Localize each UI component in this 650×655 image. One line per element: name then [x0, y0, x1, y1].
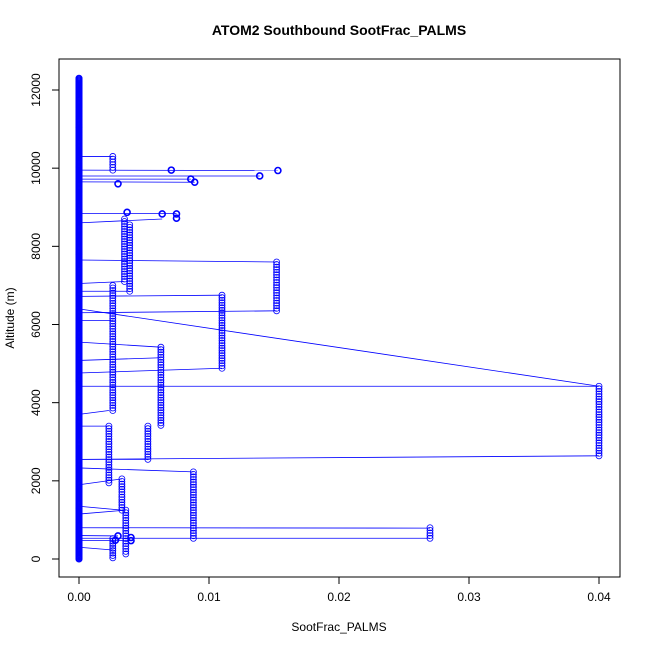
connector-line [79, 311, 277, 313]
y-tick-label: 4000 [29, 389, 43, 416]
y-tick-label: 10000 [29, 151, 43, 185]
connector-line [79, 456, 599, 460]
x-tick-label: 0.02 [327, 590, 351, 604]
y-tick-label: 2000 [29, 467, 43, 494]
isolated-point [174, 215, 180, 221]
chart-title: ATOM2 Southbound SootFrac_PALMS [212, 22, 466, 38]
y-tick-label: 6000 [29, 311, 43, 338]
isolated-point [124, 209, 130, 215]
connector-line [79, 506, 122, 510]
x-tick-label: 0.04 [587, 590, 611, 604]
x-tick-label: 0.01 [197, 590, 221, 604]
x-tick-label: 0.00 [67, 590, 91, 604]
connector-line [79, 282, 125, 284]
connector-line [79, 410, 109, 414]
connector-line [79, 295, 222, 296]
x-axis-label: SootFrac_PALMS [291, 620, 386, 634]
connector-line [79, 219, 162, 223]
connector-line [79, 358, 161, 361]
connector-lines [79, 156, 599, 550]
y-tick-label: 12000 [29, 73, 43, 107]
y-tick-label: 8000 [29, 233, 43, 260]
axes: 0.00 0.01 0.02 0.03 0.04 0 2000 4000 6000 8000 100… [29, 73, 611, 604]
connector-line [79, 342, 161, 347]
connector-line [79, 260, 277, 262]
data-points [76, 75, 602, 562]
x-tick-label: 0.03 [457, 590, 481, 604]
connector-line [79, 368, 222, 373]
connector-line [79, 547, 113, 550]
plot-frame [59, 59, 620, 577]
y-tick-label: 0 [29, 555, 43, 562]
connector-line [79, 468, 193, 472]
connector-line [79, 309, 599, 386]
connector-line [79, 479, 122, 485]
y-axis-label: Altitude (m) [3, 287, 17, 348]
